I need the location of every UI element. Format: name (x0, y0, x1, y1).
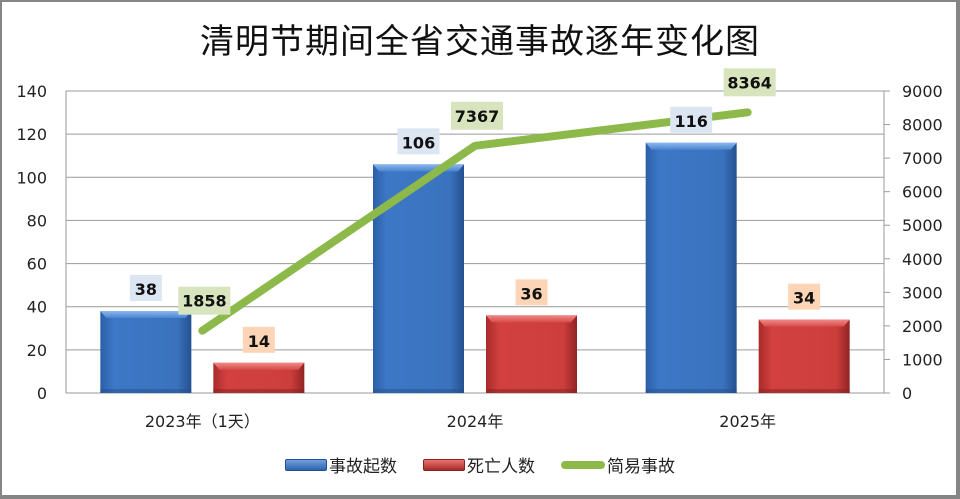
right-axis-tick: 4000 (902, 250, 943, 269)
right-axis-tick: 3000 (902, 283, 943, 302)
left-axis-tick: 40 (27, 298, 47, 317)
data-label: 36 (520, 284, 542, 303)
left-axis-tick: 0 (37, 384, 47, 403)
category-label: 2023年（1天） (145, 412, 260, 431)
data-label-bg (397, 128, 440, 155)
line-series (198, 108, 752, 335)
legend-label: 事故起数 (329, 457, 397, 477)
data-label: 7367 (455, 107, 500, 126)
chart-title: 清明节期间全省交通事故逐年变化图 (200, 22, 760, 62)
category-label: 2025年 (719, 412, 776, 431)
right-axis-tick: 5000 (902, 216, 943, 235)
data-label-bg (670, 106, 713, 133)
bar-accidents (373, 164, 464, 393)
right-axis-tick: 2000 (902, 317, 943, 336)
legend-swatch-red-icon (423, 458, 465, 471)
legend-item-deaths: 死亡人数 (423, 452, 535, 477)
right-axis-tick: 1000 (902, 350, 943, 369)
data-label: 8364 (727, 73, 772, 92)
left-axis: 0 20 40 60 80 100 120 140 (16, 82, 47, 403)
left-axis-tick: 100 (16, 168, 47, 187)
legend-swatch-line-icon (561, 460, 605, 469)
bar-accidents (645, 142, 737, 393)
bar-deaths (213, 362, 305, 393)
legend-label: 简易事故 (607, 457, 675, 477)
data-label-bg (515, 279, 548, 306)
left-axis-tick: 60 (27, 255, 47, 274)
bar-deaths (486, 315, 577, 393)
data-label-bg (451, 101, 503, 130)
right-axis-tick: 8000 (902, 116, 943, 135)
data-label: 14 (248, 332, 270, 351)
legend-item-simple-accidents: 简易事故 (561, 452, 675, 477)
left-axis-tick: 20 (27, 341, 47, 360)
category-label: 2024年 (447, 412, 504, 431)
data-labels: 38 14 106 36 116 34 1858 7367 8364 (129, 68, 821, 353)
left-axis-tick: 120 (16, 125, 47, 144)
legend: 事故起数 死亡人数 简易事故 (0, 452, 960, 477)
right-axis-tick: 9000 (902, 82, 943, 101)
data-label: 1858 (182, 292, 227, 311)
data-label: 38 (135, 280, 157, 299)
category-axis: 2023年（1天） 2024年 2025年 (145, 412, 776, 431)
data-label-bg (178, 286, 231, 315)
bar-deaths (758, 319, 850, 393)
bar-series (100, 142, 850, 393)
right-axis-tick: 7000 (902, 149, 943, 168)
data-label: 106 (402, 133, 435, 152)
left-axis-tick: 140 (16, 82, 47, 101)
right-axis: 0 1000 2000 3000 4000 5000 6000 7000 8000 9000 (884, 82, 943, 403)
data-label-bg (723, 68, 776, 97)
right-axis-tick: 6000 (902, 183, 943, 202)
right-axis-tick: 0 (902, 384, 912, 403)
bar-accidents (100, 311, 192, 393)
left-axis-tick: 80 (27, 211, 47, 230)
data-label-bg (242, 326, 275, 353)
data-label-bg (129, 275, 162, 302)
gridlines (65, 90, 885, 394)
legend-label: 死亡人数 (467, 457, 535, 477)
data-label: 34 (793, 289, 815, 308)
data-label-bg (788, 283, 821, 310)
data-label: 116 (674, 112, 707, 131)
legend-item-accidents: 事故起数 (285, 452, 397, 477)
legend-swatch-blue-icon (285, 458, 327, 471)
